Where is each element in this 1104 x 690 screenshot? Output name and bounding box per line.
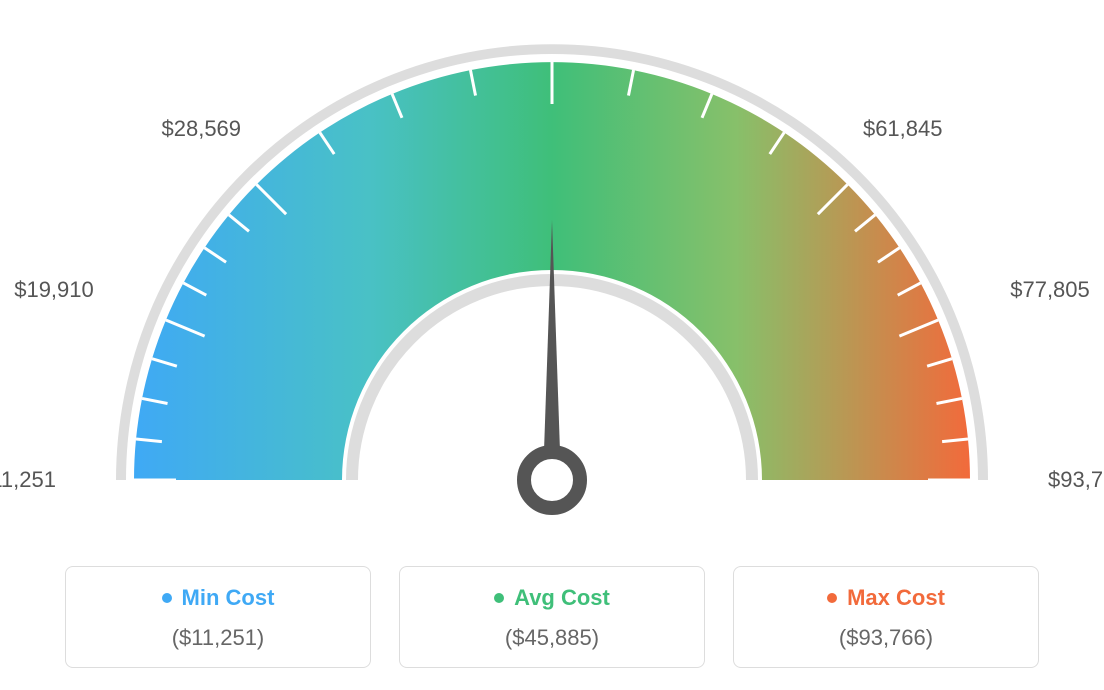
legend-title-min: Min Cost xyxy=(162,585,275,611)
legend-title-text: Max Cost xyxy=(847,585,945,611)
needle-hub xyxy=(524,452,580,508)
legend-title-text: Avg Cost xyxy=(514,585,610,611)
legend-value-max: ($93,766) xyxy=(744,625,1028,651)
legend-card-min: Min Cost ($11,251) xyxy=(65,566,371,668)
scale-label: $77,805 xyxy=(1010,277,1090,303)
scale-label: $28,569 xyxy=(162,116,242,142)
dot-icon xyxy=(494,593,504,603)
legend-row: Min Cost ($11,251) Avg Cost ($45,885) Ma… xyxy=(0,566,1104,668)
scale-label: $19,910 xyxy=(14,277,94,303)
cost-gauge-chart: { "gauge": { "type": "gauge", "cx": 552,… xyxy=(0,0,1104,690)
legend-title-max: Max Cost xyxy=(827,585,945,611)
legend-value-min: ($11,251) xyxy=(76,625,360,651)
legend-title-text: Min Cost xyxy=(182,585,275,611)
legend-card-avg: Avg Cost ($45,885) xyxy=(399,566,705,668)
gauge-svg xyxy=(0,0,1104,540)
legend-card-max: Max Cost ($93,766) xyxy=(733,566,1039,668)
legend-value-avg: ($45,885) xyxy=(410,625,694,651)
dot-icon xyxy=(162,593,172,603)
scale-label: $61,845 xyxy=(863,116,943,142)
dot-icon xyxy=(827,593,837,603)
scale-label: $11,251 xyxy=(0,467,56,493)
legend-title-avg: Avg Cost xyxy=(494,585,610,611)
scale-label: $93,766 xyxy=(1048,467,1104,493)
gauge-area: $11,251$19,910$28,569$45,885$61,845$77,8… xyxy=(0,0,1104,540)
